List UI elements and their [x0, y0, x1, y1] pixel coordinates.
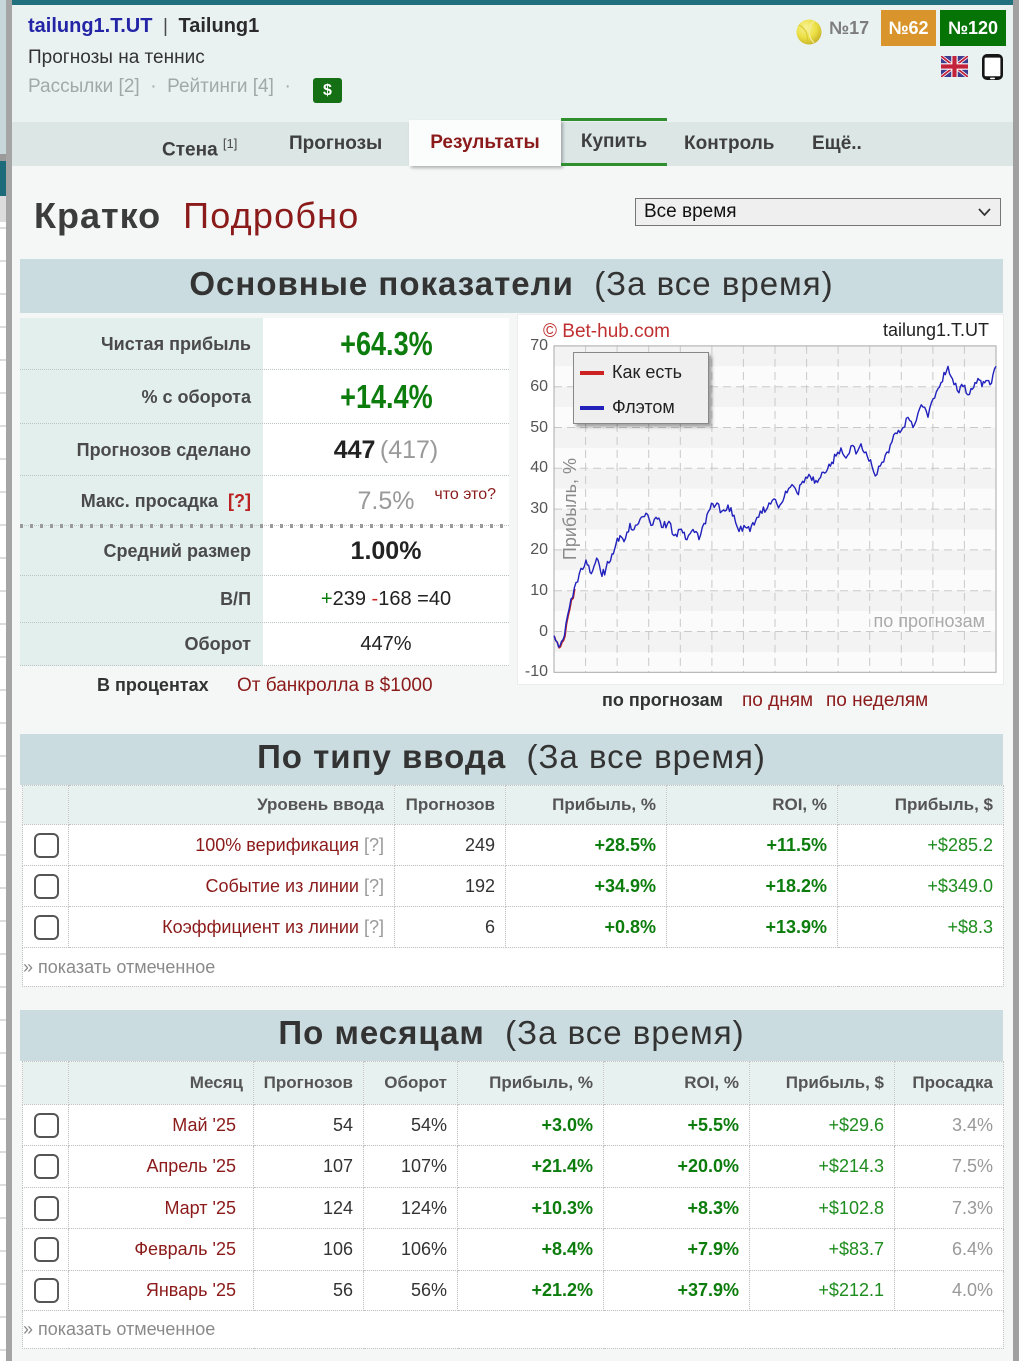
svg-text:Прибыль, %: Прибыль, %: [560, 458, 580, 560]
